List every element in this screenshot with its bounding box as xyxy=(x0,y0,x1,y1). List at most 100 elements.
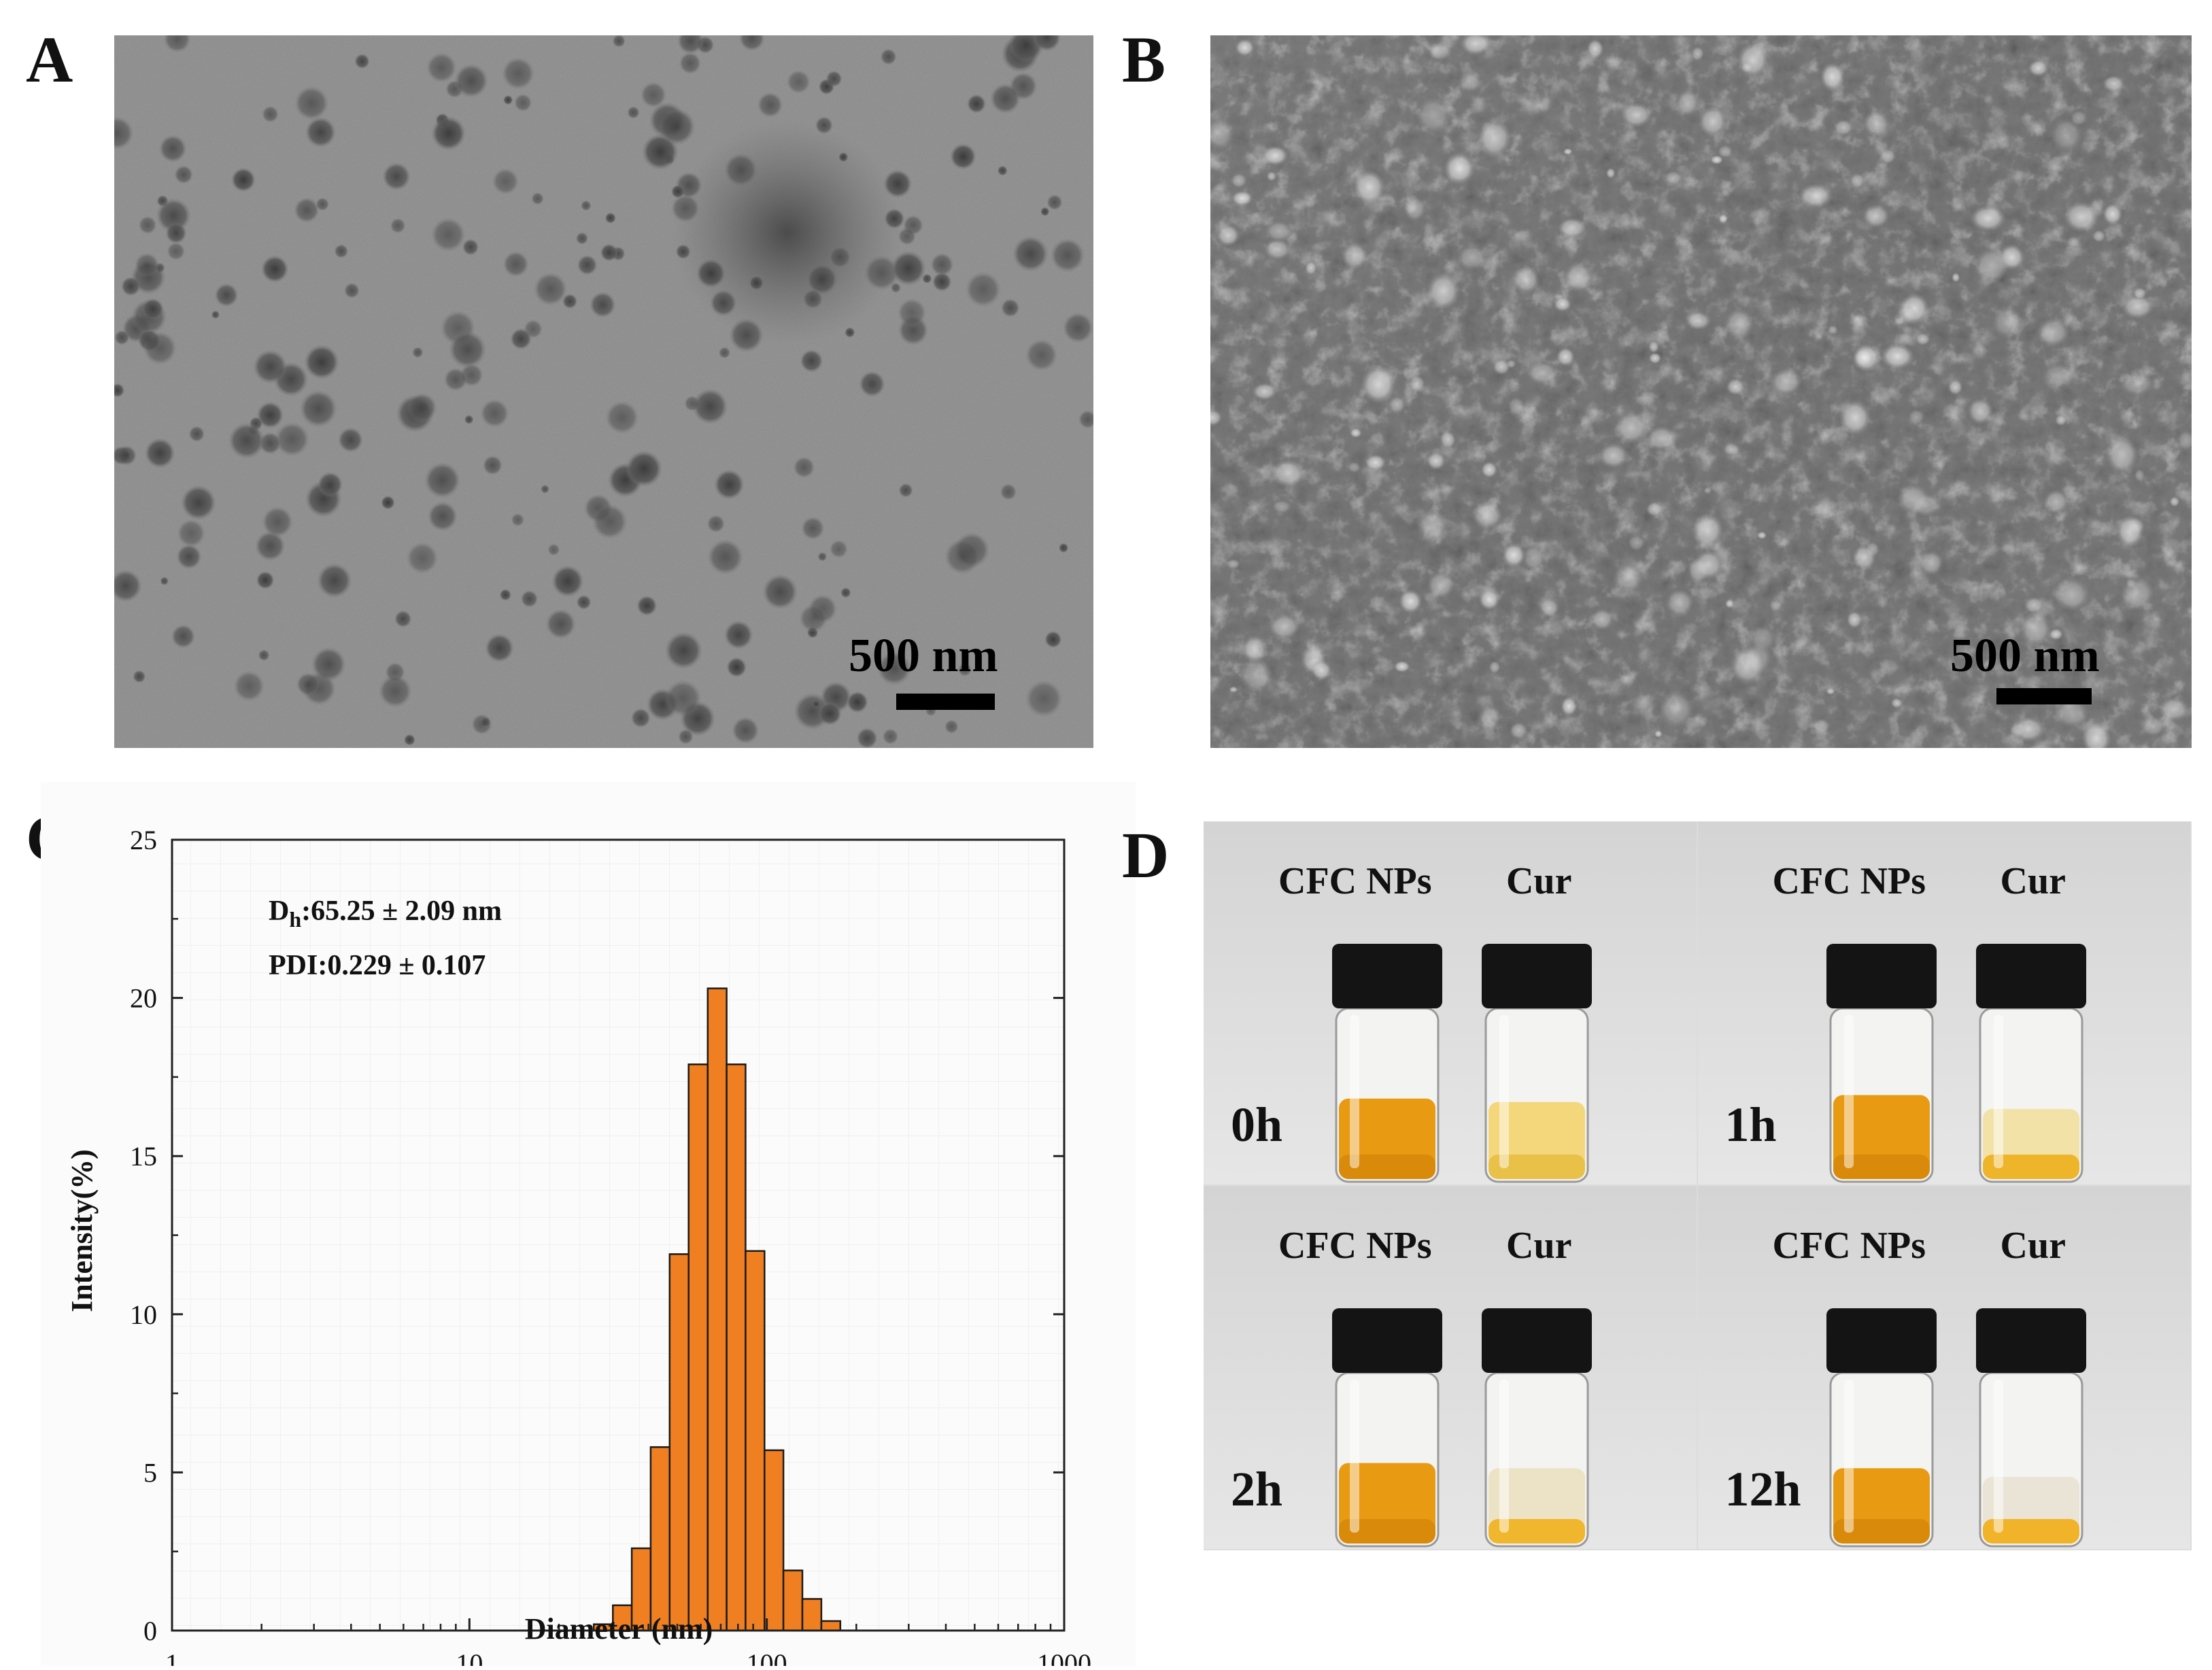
particle xyxy=(1471,501,1503,530)
particle xyxy=(1478,706,1501,730)
particle xyxy=(317,563,352,598)
histogram-bar xyxy=(782,1569,804,1632)
particle xyxy=(520,590,539,608)
particle xyxy=(1229,686,1238,693)
particle xyxy=(2011,716,2046,742)
particle xyxy=(812,700,821,709)
particle xyxy=(1586,39,1604,58)
particle xyxy=(1676,90,1699,116)
particle xyxy=(2055,698,2088,728)
dh-value: :65.25 ± 2.09 nm xyxy=(301,896,502,927)
particle xyxy=(214,283,239,307)
particle xyxy=(294,197,320,223)
sem-micrograph: 500 nm xyxy=(1210,35,2192,748)
particle xyxy=(738,35,765,52)
particle xyxy=(510,328,532,350)
particle xyxy=(1646,426,1677,451)
particle xyxy=(1854,347,1875,368)
particle xyxy=(989,83,1021,114)
particle xyxy=(675,244,691,260)
particle xyxy=(2133,287,2147,300)
particle xyxy=(180,485,216,521)
particle xyxy=(1527,361,1559,385)
particle xyxy=(1033,35,1061,52)
vial-cap xyxy=(1482,1308,1592,1373)
particle xyxy=(1798,183,1833,208)
vial-photo-0h: CFC NPs Cur 0h xyxy=(1204,821,1697,1185)
particle xyxy=(116,445,137,466)
particle xyxy=(2177,430,2192,451)
vial-sediment xyxy=(1982,1519,2079,1544)
particle xyxy=(1685,311,1712,330)
particle xyxy=(1827,325,1838,335)
particle xyxy=(503,95,513,105)
particle xyxy=(2054,577,2090,611)
glass-highlight xyxy=(1843,1380,1854,1533)
particle xyxy=(262,105,279,123)
particle xyxy=(1722,443,1741,456)
particle xyxy=(424,462,461,498)
particle xyxy=(1347,461,1361,473)
glass-highlight xyxy=(1350,1380,1359,1533)
particle xyxy=(726,657,747,678)
vial-cap xyxy=(1482,944,1592,1008)
particle xyxy=(2092,230,2106,243)
histogram-bar xyxy=(687,1063,709,1632)
particle xyxy=(884,208,905,229)
particle xyxy=(826,70,843,87)
particle xyxy=(883,169,913,199)
vial-cap xyxy=(1826,1308,1937,1373)
particle xyxy=(732,716,760,745)
particle xyxy=(696,258,726,288)
particle xyxy=(1427,451,1446,471)
particle xyxy=(1862,204,1890,228)
particle xyxy=(233,670,265,702)
particle xyxy=(406,542,439,575)
particle xyxy=(2158,697,2189,721)
particle xyxy=(1718,144,1733,158)
particle xyxy=(707,539,744,575)
particle xyxy=(1416,97,1451,134)
particle xyxy=(1654,730,1663,738)
particle xyxy=(670,194,700,223)
particle xyxy=(856,728,878,748)
particle xyxy=(482,455,503,475)
particle xyxy=(134,252,160,277)
scale-bar-a xyxy=(896,694,995,710)
particle xyxy=(718,347,731,359)
particle xyxy=(1478,589,1500,611)
particle xyxy=(143,331,177,365)
time-label: 12h xyxy=(1724,1462,1801,1516)
particle xyxy=(2049,117,2083,153)
particle xyxy=(1239,658,1273,694)
particle xyxy=(1598,443,1629,468)
particle xyxy=(1488,660,1501,674)
particle xyxy=(1444,152,1476,185)
particle xyxy=(462,239,479,256)
glass-highlight xyxy=(1499,1380,1509,1533)
particle xyxy=(545,609,576,639)
particle xyxy=(354,53,370,69)
vial-cap xyxy=(1332,1308,1442,1373)
vial-cap xyxy=(1975,1308,2086,1373)
particle xyxy=(1724,599,1735,609)
particle xyxy=(2069,110,2088,126)
time-label: 1h xyxy=(1724,1097,1777,1152)
particle xyxy=(1522,545,1546,571)
particle xyxy=(1025,679,1063,718)
particle xyxy=(1750,625,1775,653)
particle xyxy=(1620,102,1652,128)
particle xyxy=(664,632,703,670)
particle xyxy=(1839,400,1871,436)
particle xyxy=(840,587,851,598)
particle xyxy=(1311,660,1332,681)
tem-image xyxy=(114,35,1093,748)
particle xyxy=(2064,201,2098,233)
particle xyxy=(1741,62,1754,73)
particle xyxy=(464,415,474,424)
vial-cap xyxy=(1332,944,1442,1008)
cur-vial xyxy=(1975,1308,2086,1548)
particle xyxy=(1361,364,1396,405)
particle xyxy=(1235,39,1255,56)
particle xyxy=(1388,396,1406,413)
